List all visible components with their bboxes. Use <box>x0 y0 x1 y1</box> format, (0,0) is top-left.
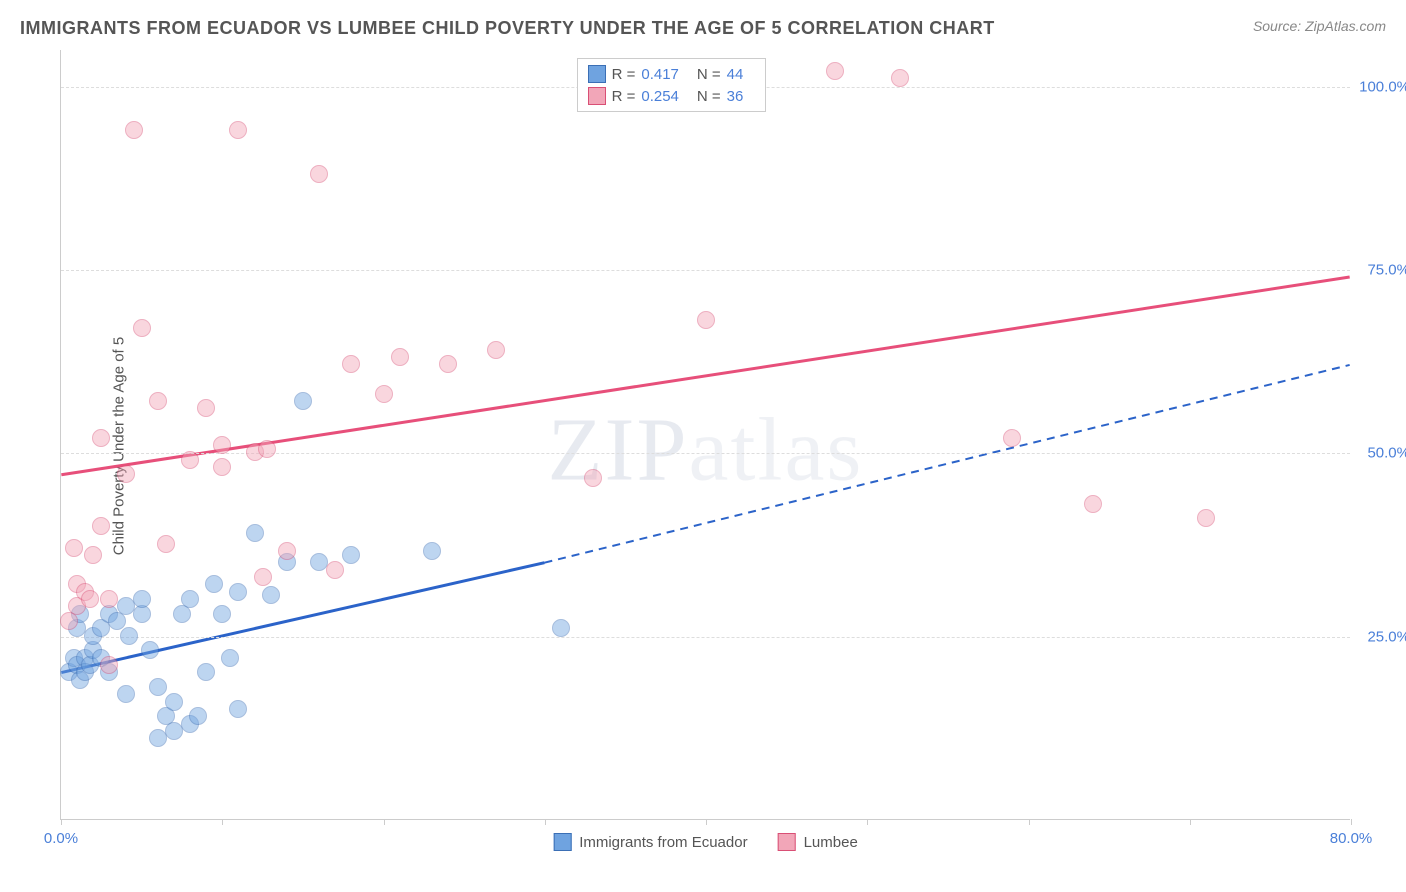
source-label: Source: ZipAtlas.com <box>1253 18 1386 34</box>
legend-r-value: 0.254 <box>641 88 679 105</box>
data-point <box>584 469 602 487</box>
legend-n-value: 44 <box>727 66 744 83</box>
legend-stats-row: R = 0.417 N = 44 <box>588 63 756 85</box>
legend-series-name: Lumbee <box>804 834 858 851</box>
data-point <box>149 678 167 696</box>
data-point <box>181 590 199 608</box>
x-tick <box>867 819 868 825</box>
x-tick <box>1190 819 1191 825</box>
legend-n-label: N = <box>697 66 721 83</box>
data-point <box>213 605 231 623</box>
legend-series-name: Immigrants from Ecuador <box>579 834 747 851</box>
data-point <box>1197 509 1215 527</box>
legend-bottom: Immigrants from Ecuador Lumbee <box>553 833 858 851</box>
y-tick-label: 25.0% <box>1367 628 1406 645</box>
data-point <box>181 451 199 469</box>
data-point <box>125 121 143 139</box>
data-point <box>246 524 264 542</box>
legend-swatch <box>778 833 796 851</box>
x-tick <box>61 819 62 825</box>
data-point <box>65 539 83 557</box>
data-point <box>342 546 360 564</box>
trend-lines <box>61 50 1350 819</box>
x-tick-label: 0.0% <box>44 830 78 847</box>
legend-swatch <box>553 833 571 851</box>
data-point <box>165 693 183 711</box>
plot-area: ZIPatlas Immigrants from EcuadorLumbee 2… <box>60 50 1350 820</box>
gridline <box>61 637 1350 638</box>
data-point <box>81 590 99 608</box>
legend-n-value: 36 <box>727 88 744 105</box>
data-point <box>310 165 328 183</box>
data-point <box>326 561 344 579</box>
x-tick <box>1029 819 1030 825</box>
data-point <box>133 319 151 337</box>
x-tick <box>706 819 707 825</box>
data-point <box>552 619 570 637</box>
legend-swatch <box>588 87 606 105</box>
legend-item: Lumbee <box>778 833 858 851</box>
data-point <box>487 341 505 359</box>
data-point <box>92 429 110 447</box>
data-point <box>1084 495 1102 513</box>
data-point <box>197 399 215 417</box>
data-point <box>120 627 138 645</box>
legend-r-label: R = <box>612 66 636 83</box>
legend-swatch <box>588 65 606 83</box>
data-point <box>117 685 135 703</box>
x-tick-label: 80.0% <box>1330 830 1373 847</box>
x-tick <box>222 819 223 825</box>
data-point <box>133 590 151 608</box>
data-point <box>189 707 207 725</box>
legend-stats-row: R = 0.254 N = 36 <box>588 85 756 107</box>
data-point <box>157 535 175 553</box>
data-point <box>84 546 102 564</box>
x-tick <box>545 819 546 825</box>
data-point <box>375 385 393 403</box>
data-point <box>221 649 239 667</box>
data-point <box>92 517 110 535</box>
legend-r-label: R = <box>612 88 636 105</box>
data-point <box>149 392 167 410</box>
data-point <box>1003 429 1021 447</box>
y-tick-label: 100.0% <box>1359 78 1406 95</box>
data-point <box>262 586 280 604</box>
data-point <box>213 436 231 454</box>
data-point <box>697 311 715 329</box>
gridline <box>61 270 1350 271</box>
data-point <box>258 440 276 458</box>
data-point <box>278 542 296 560</box>
data-point <box>826 62 844 80</box>
data-point <box>100 656 118 674</box>
legend-stats: R = 0.417 N = 44 R = 0.254 N = 36 <box>577 58 767 112</box>
x-tick <box>1351 819 1352 825</box>
data-point <box>100 590 118 608</box>
data-point <box>117 465 135 483</box>
y-tick-label: 50.0% <box>1367 445 1406 462</box>
data-point <box>229 121 247 139</box>
data-point <box>342 355 360 373</box>
data-point <box>213 458 231 476</box>
data-point <box>423 542 441 560</box>
data-point <box>197 663 215 681</box>
data-point <box>891 69 909 87</box>
chart-title: IMMIGRANTS FROM ECUADOR VS LUMBEE CHILD … <box>20 18 995 39</box>
data-point <box>254 568 272 586</box>
x-tick <box>384 819 385 825</box>
legend-n-label: N = <box>697 88 721 105</box>
data-point <box>294 392 312 410</box>
y-tick-label: 75.0% <box>1367 262 1406 279</box>
data-point <box>391 348 409 366</box>
data-point <box>141 641 159 659</box>
data-point <box>229 700 247 718</box>
data-point <box>439 355 457 373</box>
data-point <box>205 575 223 593</box>
data-point <box>229 583 247 601</box>
legend-r-value: 0.417 <box>641 66 679 83</box>
legend-item: Immigrants from Ecuador <box>553 833 747 851</box>
